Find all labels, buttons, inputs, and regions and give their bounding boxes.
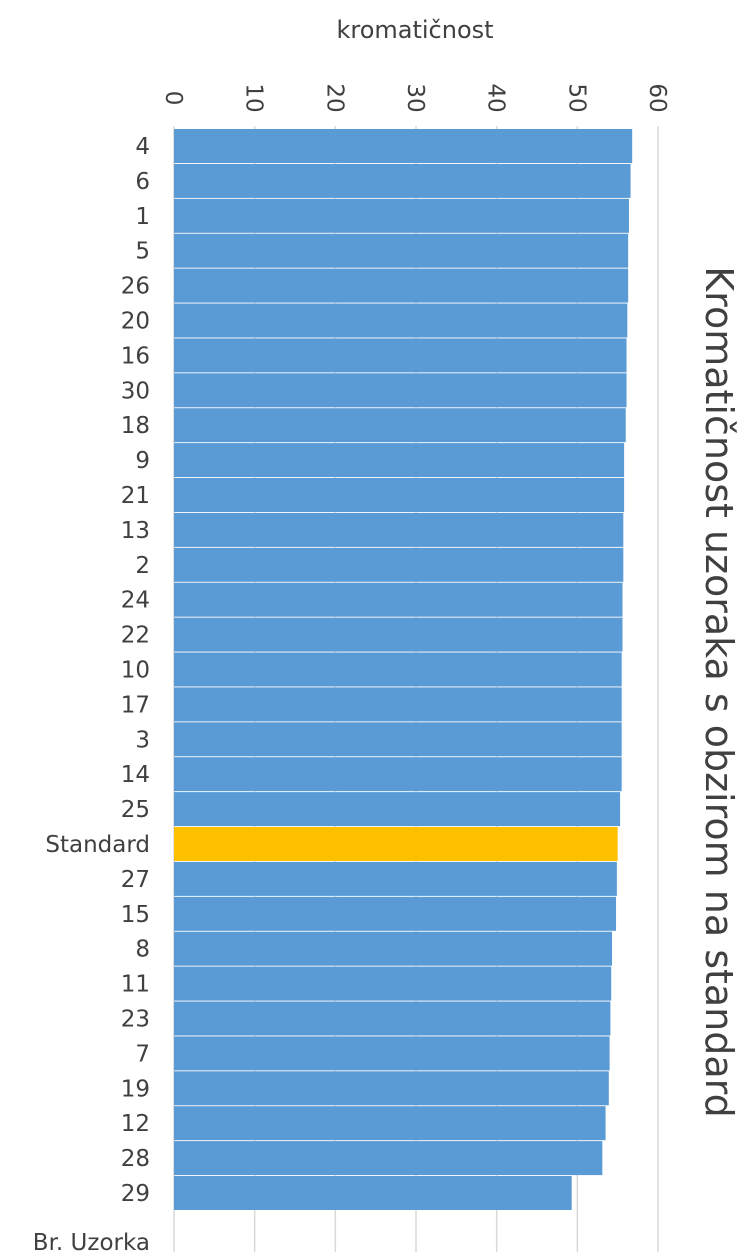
bar [174,338,627,373]
chart-title: Kromatičnost uzoraka s obzirom na standa… [697,266,741,1118]
tick-label: 10 [241,83,267,112]
bar [174,129,633,163]
bar [174,1141,603,1176]
category-label: Standard [45,832,150,858]
bar [174,1106,606,1141]
bar [174,652,622,687]
category-label: 23 [121,1007,150,1033]
category-label: 24 [121,588,150,614]
bar [174,478,625,512]
bar [174,582,623,617]
bar [174,373,627,408]
tick-label: 20 [321,83,347,112]
tick-label: 0 [160,91,186,106]
category-label: 25 [121,797,150,823]
tick-label: 30 [402,83,428,112]
category-label: 5 [135,239,150,265]
bar [174,861,617,896]
bar [174,547,624,582]
bar [174,233,629,268]
value-axis-title: kromatičnost [336,16,493,44]
category-labels: 461526201630189211322422101731425Standar… [45,134,150,1207]
category-label: 29 [121,1181,150,1207]
category-label: 2 [135,553,150,579]
category-label: 30 [121,378,150,404]
bar-standard [174,827,618,861]
category-label: 19 [121,1076,150,1102]
bar [174,896,617,931]
bar [174,1036,610,1071]
category-label: 15 [121,902,150,928]
category-label: 14 [121,762,150,788]
bar [174,792,621,827]
category-label: 12 [121,1111,150,1137]
bar [174,303,628,338]
tick-label: 50 [563,83,589,112]
bar [174,268,629,303]
bar [174,687,622,722]
category-label: 8 [135,937,150,963]
bar [174,408,626,443]
category-label: 4 [135,134,150,160]
bar [174,757,622,792]
category-label: 9 [135,448,150,474]
bar [174,443,625,478]
bar [174,198,629,233]
category-label: 13 [121,518,150,544]
tick-label: 40 [483,83,509,112]
category-label: 20 [121,309,150,335]
bar [174,1176,572,1210]
category-label: 21 [121,483,150,509]
bars [174,129,633,1210]
category-label: 26 [121,274,150,300]
category-label: 10 [121,658,150,684]
bar [174,617,623,652]
category-label: 1 [135,204,150,230]
bar [174,931,613,966]
category-label: 11 [121,972,150,998]
category-label: 16 [121,343,150,369]
category-axis-title: Br. Uzorka [33,1230,150,1256]
category-label: 18 [121,413,150,439]
category-label: 28 [121,1146,150,1172]
bar [174,722,622,757]
category-label: 7 [135,1041,150,1067]
category-label: 27 [121,867,150,893]
bar [174,512,624,547]
bar [174,1001,611,1036]
category-label: 3 [135,727,150,753]
category-label: 22 [121,623,150,649]
bar [174,966,612,1001]
value-axis-ticks: 0 10 20 30 40 50 60 [160,83,670,112]
tick-label: 60 [644,83,670,112]
bar [174,1071,609,1106]
category-label: 6 [135,169,150,195]
category-label: 17 [121,692,150,718]
bar [174,163,631,198]
